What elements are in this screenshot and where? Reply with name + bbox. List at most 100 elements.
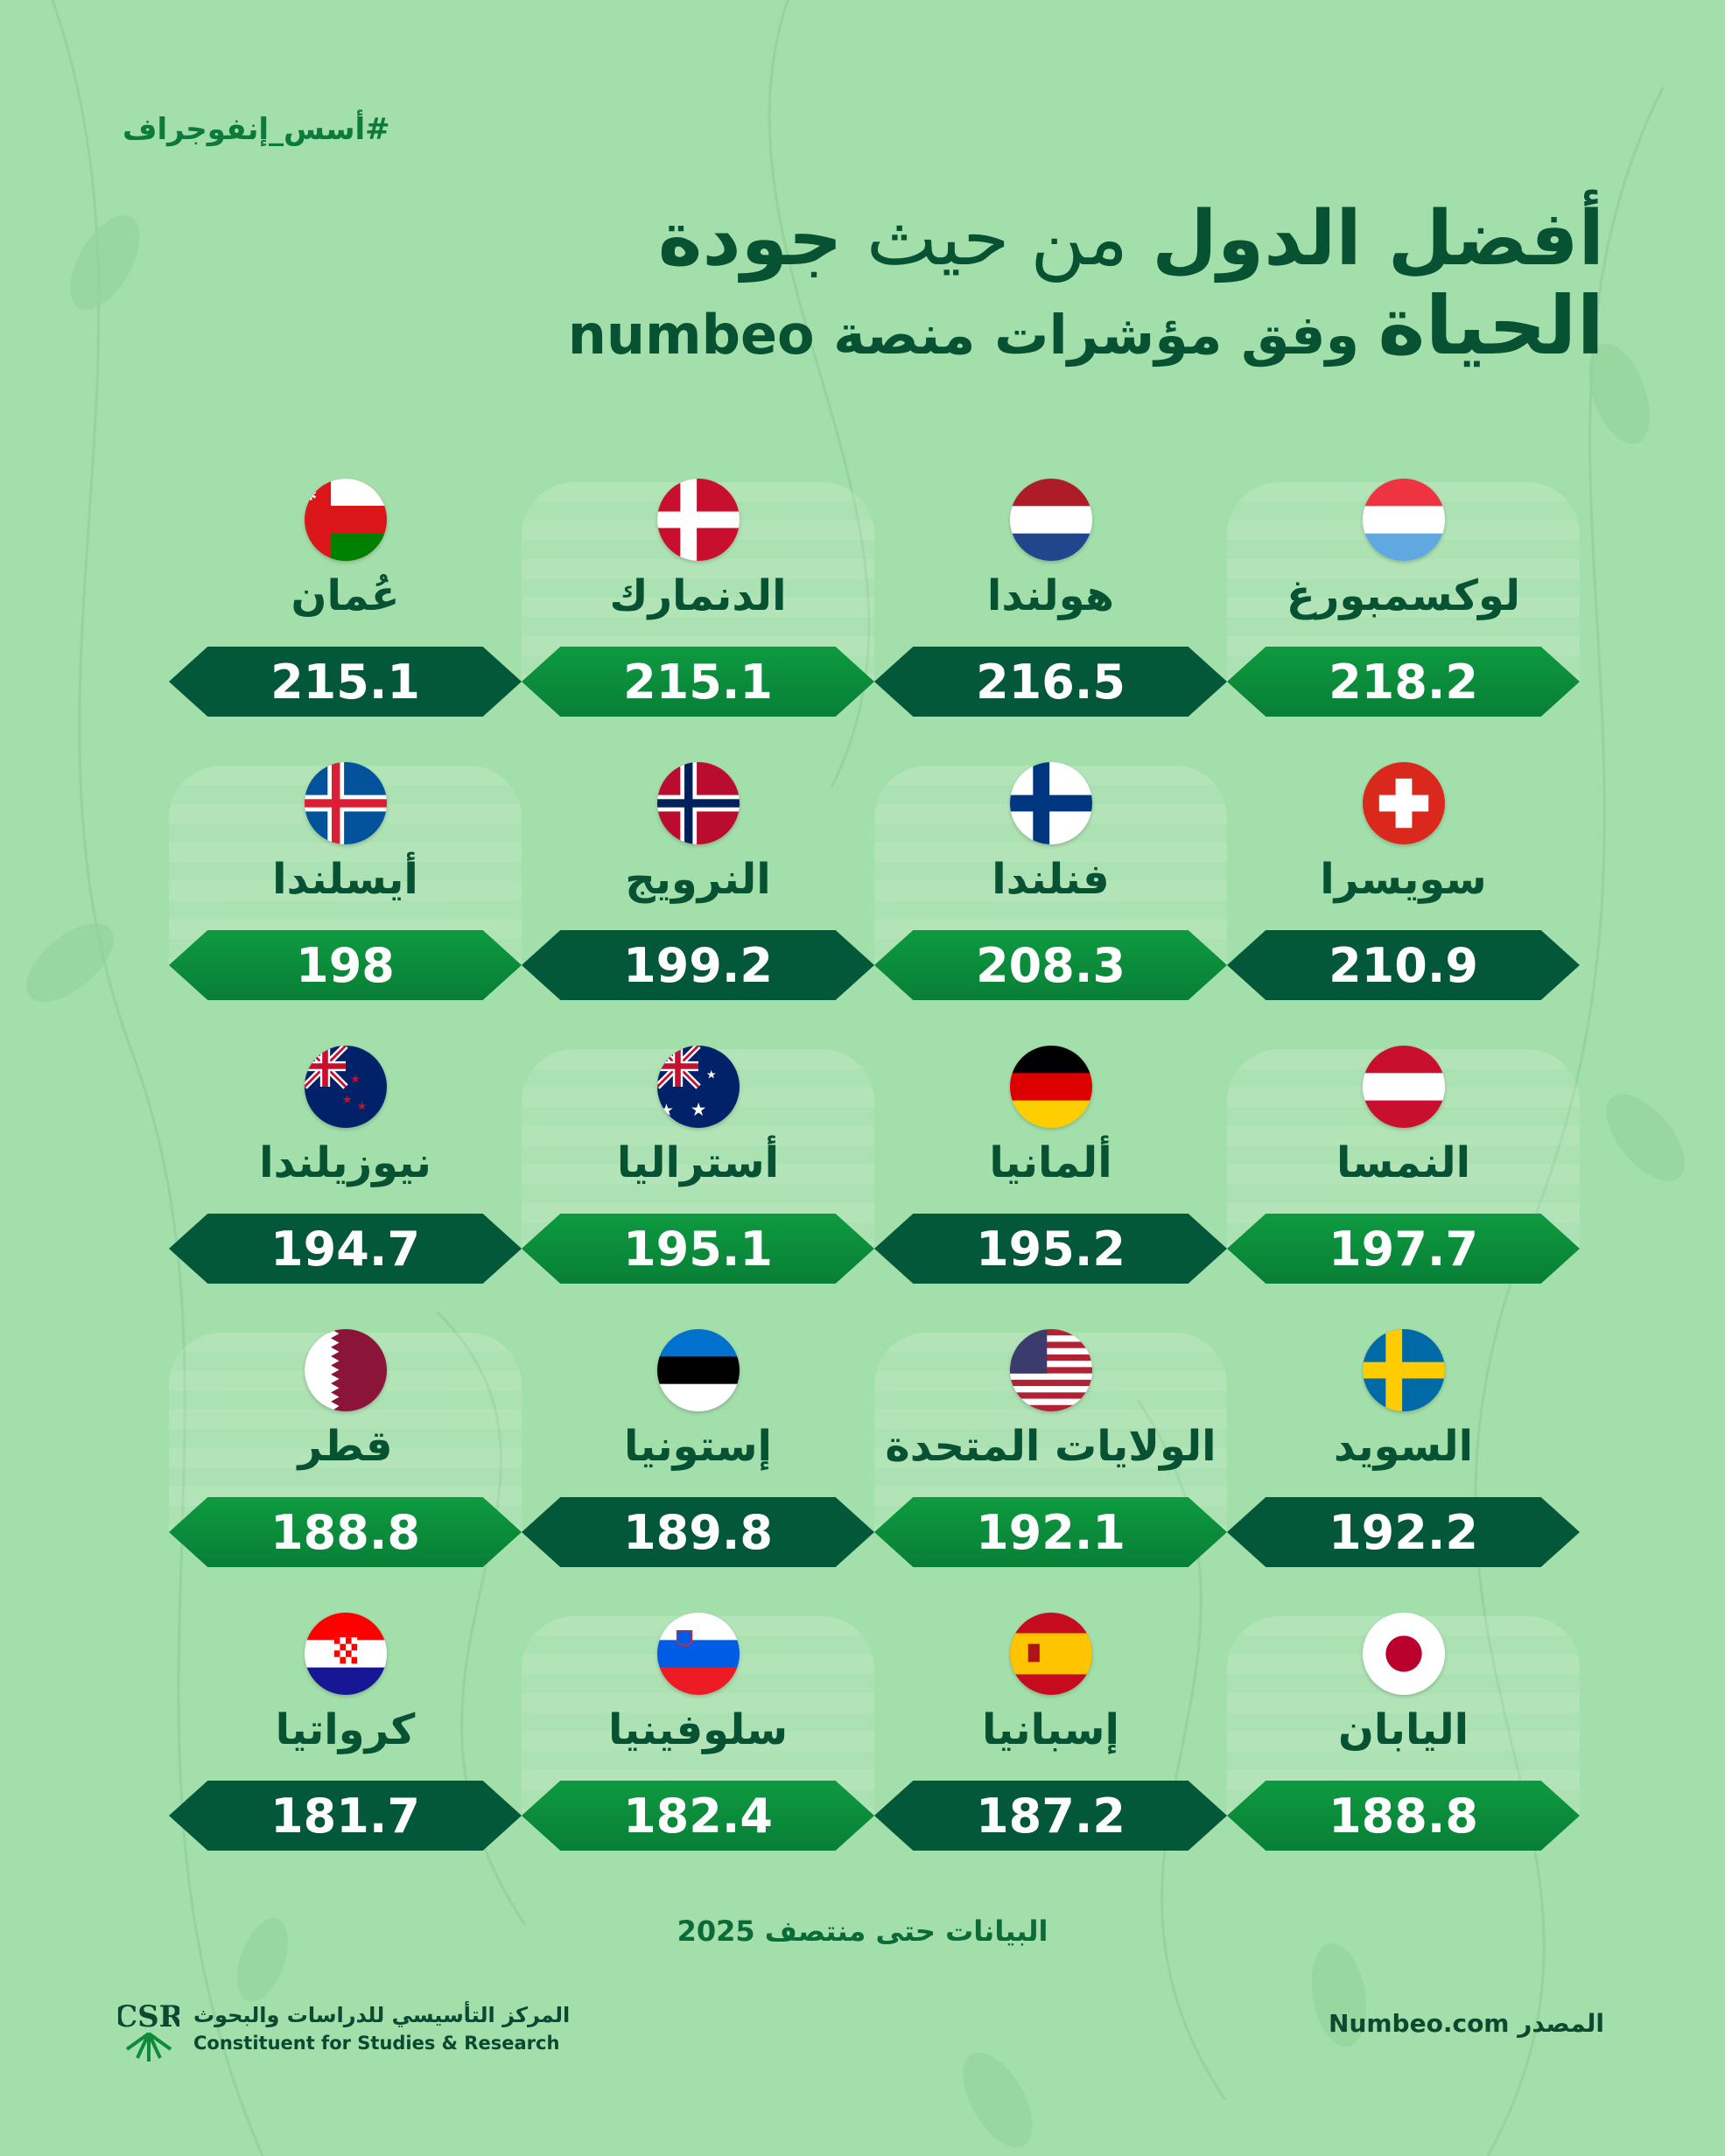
flag-germany-icon [1009, 1046, 1092, 1128]
country-card: اليابان 188.8 [1227, 1611, 1580, 1894]
country-name: سويسرا [1320, 855, 1487, 904]
flag-norway-icon [656, 762, 740, 844]
country-grid: لوكسمبورغ 218.2 هولندا 216.5 الدنمارك 215.1 ✱ ع… [169, 477, 1580, 1894]
score-value: 195.1 [623, 1221, 773, 1277]
country-name: هولندا [986, 571, 1115, 620]
score-badge: 208.3 [874, 930, 1227, 1000]
logo-english-name: Constituent for Studies & Research [193, 2033, 560, 2054]
score-value: 215.1 [623, 654, 773, 710]
score-value: 198 [296, 937, 395, 993]
svg-text:★: ★ [356, 1100, 367, 1113]
country-name: نيوزيلندا [259, 1138, 431, 1187]
score-badge: 210.9 [1227, 930, 1580, 1000]
country-name: كرواتيا [275, 1705, 416, 1754]
score-badge: 192.2 [1227, 1497, 1580, 1567]
svg-text:★: ★ [341, 1094, 352, 1107]
country-card: السويد 192.2 [1227, 1327, 1580, 1611]
flag-oman-icon: ✱ [304, 479, 387, 561]
score-badge: 215.1 [169, 647, 522, 717]
csr-logo: CSR المركز التأسيسي للدراسات والبحوث Con… [118, 1993, 570, 2063]
score-value: 192.1 [976, 1504, 1125, 1560]
country-card: سلوفينيا 182.4 [522, 1611, 874, 1894]
country-card: ✱ عُمان 215.1 [169, 477, 522, 760]
score-value: 195.2 [976, 1221, 1125, 1277]
logo-arabic-name: المركز التأسيسي للدراسات والبحوث [193, 2003, 571, 2027]
score-value: 188.8 [1329, 1788, 1478, 1844]
score-value: 197.7 [1329, 1221, 1478, 1277]
country-name: أيسلندا [272, 855, 418, 904]
score-value: 210.9 [1329, 937, 1478, 993]
svg-text:★: ★ [350, 1073, 361, 1086]
country-name: إسبانيا [982, 1705, 1119, 1754]
title-part-4: الحياة [1378, 279, 1604, 374]
flag-new-zealand-icon: ★ ★ ★ [304, 1046, 387, 1128]
country-name: سلوفينيا [607, 1705, 789, 1754]
score-badge: 187.2 [874, 1781, 1227, 1851]
title-subtitle: وفق مؤشرات منصة numbeo [567, 303, 1360, 368]
country-name: الدنمارك [609, 571, 787, 620]
country-card: ★ ★ ★ أستراليا 195.1 [522, 1044, 874, 1327]
svg-text:★: ★ [705, 1069, 716, 1082]
flag-iceland-icon [304, 762, 387, 844]
country-card: ★ ★ ★ نيوزيلندا 194.7 [169, 1044, 522, 1327]
flag-spain-icon [1009, 1613, 1092, 1695]
country-name: لوكسمبورغ [1286, 571, 1521, 620]
country-card: فنلندا 208.3 [874, 760, 1227, 1044]
score-badge: 216.5 [874, 647, 1227, 717]
title-part-2: من حيث [866, 197, 1128, 281]
flag-austria-icon [1362, 1046, 1445, 1128]
country-name: اليابان [1337, 1705, 1469, 1754]
flag-croatia-icon [304, 1613, 387, 1695]
country-name: أستراليا [616, 1138, 780, 1187]
flag-united-states-icon [1009, 1329, 1092, 1411]
score-badge: 198 [169, 930, 522, 1000]
score-value: 192.2 [1329, 1504, 1478, 1560]
score-value: 216.5 [976, 654, 1125, 710]
country-card: إسبانيا 187.2 [874, 1611, 1227, 1894]
country-card: النمسا 197.7 [1227, 1044, 1580, 1327]
country-card: النرويج 199.2 [522, 760, 874, 1044]
country-name: إستونيا [624, 1422, 772, 1471]
score-value: 194.7 [270, 1221, 420, 1277]
source-credit: المصدر Numbeo.com [1329, 2009, 1604, 2038]
flag-denmark-icon [656, 479, 740, 561]
flag-slovenia-icon [656, 1613, 740, 1695]
score-badge: 181.7 [169, 1781, 522, 1851]
flag-netherlands-icon [1009, 479, 1092, 561]
country-card: هولندا 216.5 [874, 477, 1227, 760]
score-value: 189.8 [623, 1504, 773, 1560]
score-value: 208.3 [976, 937, 1125, 993]
country-name: النمسا [1336, 1138, 1471, 1187]
score-value: 218.2 [1329, 654, 1478, 710]
score-badge: 197.7 [1227, 1214, 1580, 1284]
data-date-note: البيانات حتى منتصف 2025 [677, 1914, 1048, 1948]
page-title: أفضل الدول من حيث جودة الحياة وفق مؤشرات… [568, 197, 1604, 371]
score-badge: 199.2 [522, 930, 874, 1000]
flag-japan-icon [1362, 1613, 1445, 1695]
country-name: فنلندا [992, 855, 1110, 904]
score-value: 181.7 [270, 1788, 420, 1844]
score-value: 187.2 [976, 1788, 1125, 1844]
flag-switzerland-icon [1362, 762, 1445, 844]
country-card: إستونيا 189.8 [522, 1327, 874, 1611]
country-name: الولايات المتحدة [885, 1422, 1217, 1471]
flag-sweden-icon [1362, 1329, 1445, 1411]
score-badge: 182.4 [522, 1781, 874, 1851]
flag-finland-icon [1009, 762, 1092, 844]
country-card: أيسلندا 198 [169, 760, 522, 1044]
country-card: لوكسمبورغ 218.2 [1227, 477, 1580, 760]
country-name: ألمانيا [989, 1138, 1112, 1187]
score-badge: 215.1 [522, 647, 874, 717]
country-name: قطر [298, 1422, 393, 1471]
country-card: الدنمارك 215.1 [522, 477, 874, 760]
score-badge: 188.8 [1227, 1781, 1580, 1851]
score-badge: 188.8 [169, 1497, 522, 1567]
flag-luxembourg-icon [1362, 479, 1445, 561]
country-card: ألمانيا 195.2 [874, 1044, 1227, 1327]
country-name: السويد [1333, 1422, 1474, 1471]
flag-qatar-icon [304, 1329, 387, 1411]
score-badge: 194.7 [169, 1214, 522, 1284]
title-part-1: أفضل الدول [1152, 195, 1604, 283]
country-card: كرواتيا 181.7 [169, 1611, 522, 1894]
score-value: 188.8 [270, 1504, 420, 1560]
